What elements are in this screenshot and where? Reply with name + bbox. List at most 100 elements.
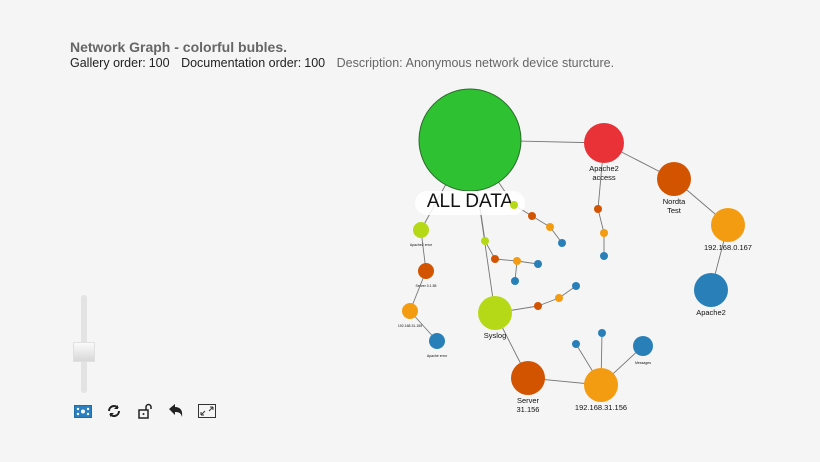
node-bubble[interactable] [418,88,522,192]
gallery-order-value: 100 [148,56,170,70]
graph-node-s1[interactable] [572,340,580,348]
graph-node-a3[interactable] [546,223,554,231]
node-bubble[interactable] [511,361,545,395]
graph-node-c2[interactable] [555,294,563,302]
node-label: Apache error [427,354,448,358]
node-bubble[interactable] [481,237,489,245]
node-label: Test [667,206,682,215]
graph-node-a4[interactable] [558,239,566,247]
node-bubble[interactable] [657,162,691,196]
unlock-button[interactable] [136,403,154,419]
gallery-order-label: Gallery order: [70,56,146,70]
node-bubble[interactable] [478,296,512,330]
node-bubble[interactable] [584,123,624,163]
graph-node-d2[interactable] [600,229,608,237]
node-label: Server [517,396,540,405]
graph-toolbar [74,403,229,419]
node-bubble[interactable] [600,252,608,260]
graph-node-a2[interactable] [528,212,536,220]
graph-node-d1[interactable] [594,205,602,213]
fullscreen-icon [198,404,216,418]
node-bubble[interactable] [534,260,542,268]
node-bubble[interactable] [528,212,536,220]
node-label: Server 0.1.55 [415,284,436,288]
node-label: 192.168.31.155 [398,324,422,328]
graph-node-a1[interactable] [510,201,518,209]
node-bubble[interactable] [594,205,602,213]
node-bubble[interactable] [633,336,653,356]
node-bubble[interactable] [600,229,608,237]
node-bubble[interactable] [491,255,499,263]
node-label: Syslog [484,331,507,340]
node-label: Apache2 error [410,243,433,247]
graph-node-b2[interactable] [491,255,499,263]
description-label: Description: [336,56,403,70]
graph-node-ip167[interactable]: 192.168.0.167 [704,208,752,252]
header: Network Graph - colorful bubles. Gallery… [70,39,614,71]
node-bubble[interactable] [418,263,434,279]
graph-node-syslog[interactable]: Syslog [478,296,512,340]
node-bubble[interactable] [572,282,580,290]
unlock-icon [138,403,152,419]
fullscreen-button[interactable] [198,403,216,419]
page-title: Network Graph - colorful bubles. [70,39,288,55]
node-bubble[interactable] [511,277,519,285]
graph-node-s2[interactable] [598,329,606,337]
graph-node-messages[interactable]: Messages [633,336,653,365]
node-bubble[interactable] [402,303,418,319]
meta-line: Gallery order: 100 Documentation order: 10… [70,55,614,71]
node-label: Apache2 [696,308,726,317]
node-label: 192.168.31.156 [575,403,627,412]
node-label: ALL DATA [427,191,514,212]
node-bubble[interactable] [513,257,521,265]
refresh-icon [108,405,120,417]
node-label: Messages [635,361,651,365]
graph-node-l1[interactable]: Apache2 error [410,222,433,247]
network-view-button[interactable] [74,403,92,419]
graph-node-l4[interactable]: Apache error [427,333,448,358]
doc-order-value: 100 [304,56,326,70]
node-label: Nordta [663,197,686,206]
graph-node-l3[interactable]: 192.168.31.155 [398,303,422,328]
node-bubble[interactable] [711,208,745,242]
node-bubble[interactable] [546,223,554,231]
graph-node-b1[interactable] [481,237,489,245]
graph-edge [597,208,605,234]
undo-icon [169,404,183,417]
node-bubble[interactable] [584,368,618,402]
node-bubble[interactable] [510,201,518,209]
node-label: Apache2 [589,164,619,173]
node-bubble[interactable] [558,239,566,247]
graph-node-d3[interactable] [600,252,608,260]
graph-node-all[interactable]: ALL DATA [415,88,525,215]
node-bubble[interactable] [555,294,563,302]
refresh-button[interactable] [105,403,123,419]
graph-node-ip31[interactable]: 192.168.31.156 [575,368,627,412]
graph-node-b3[interactable] [513,257,521,265]
node-bubble[interactable] [572,340,580,348]
description-value: Anonymous network device sturcture. [405,56,615,70]
node-bubble[interactable] [598,329,606,337]
doc-order-label: Documentation order: [181,56,302,70]
graph-node-apache2[interactable]: Apache2 [694,273,728,317]
undo-button[interactable] [167,403,185,419]
node-bubble[interactable] [413,222,429,238]
node-bubble[interactable] [694,273,728,307]
graph-node-l2[interactable]: Server 0.1.55 [415,263,437,288]
node-label: 31.156 [517,405,540,414]
graph-nodes[interactable]: ALL DATAApache2accessNordtaTest192.168.0… [398,88,752,414]
node-label: access [592,173,616,182]
graph-node-b4[interactable] [534,260,542,268]
node-label: 192.168.0.167 [704,243,752,252]
node-bubble[interactable] [534,302,542,310]
node-bubble[interactable] [429,333,445,349]
zoom-slider-thumb[interactable] [73,342,95,362]
graph-node-c1[interactable] [534,302,542,310]
graph-node-c3[interactable] [572,282,580,290]
network-icon [74,404,92,418]
graph-node-b5[interactable] [511,277,519,285]
